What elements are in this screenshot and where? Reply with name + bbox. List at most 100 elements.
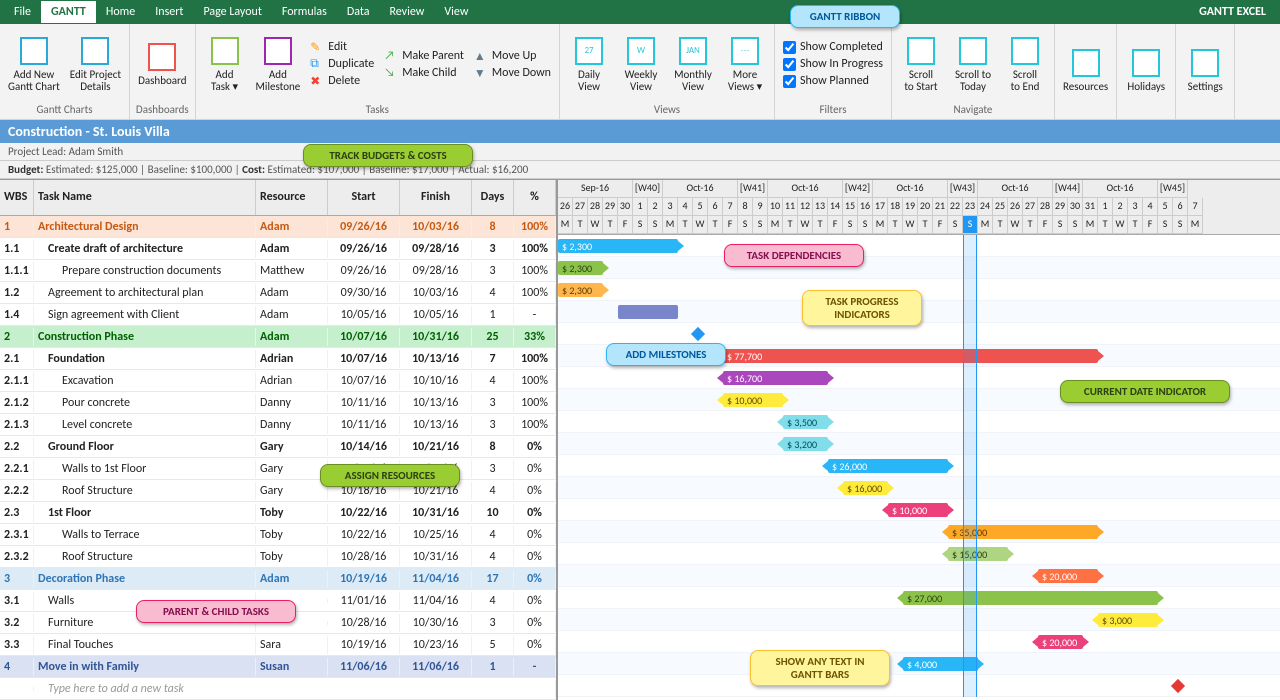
show-planned-checkbox[interactable]: Show Planned [779, 73, 887, 89]
add-milestone-button[interactable]: AddMilestone [252, 33, 305, 95]
more-views-button[interactable]: ⋯MoreViews ▾ [720, 33, 770, 95]
task-row[interactable]: 1.1.1Prepare construction documentsMatth… [0, 260, 556, 282]
col-start[interactable]: Start [328, 180, 400, 215]
callout: ADD MILESTONES [606, 343, 726, 366]
scroll-today-button[interactable]: Scroll toToday [948, 33, 998, 95]
gantt-bar[interactable]: $ 15,000 [948, 547, 1008, 561]
task-row[interactable]: 2.1FoundationAdrian10/07/1610/13/167100% [0, 348, 556, 370]
budget-est: Estimated: $125,000 [46, 163, 138, 176]
timeline-month: Oct-16 [768, 180, 843, 198]
gantt-bar[interactable]: $ 3,000 [1098, 613, 1158, 627]
gantt-row: $ 2,300 [558, 235, 1280, 257]
callout: TASK DEPENDENCIES [724, 244, 864, 267]
task-row[interactable]: 2.2.1Walls to 1st FloorGary10/15/1610/17… [0, 458, 556, 480]
task-row[interactable]: 2.1.3Level concreteDanny10/11/1610/13/16… [0, 414, 556, 436]
monthly-view-button[interactable]: JANMonthlyView [668, 33, 718, 95]
timeline-header: Sep-16[W40]Oct-16[W41]Oct-16[W42]Oct-16[… [558, 180, 1280, 235]
col-resource[interactable]: Resource [256, 180, 328, 215]
budget-base: Baseline: $100,000 [148, 163, 233, 176]
task-row[interactable]: 2.1.2Pour concreteDanny10/11/1610/13/163… [0, 392, 556, 414]
col-task[interactable]: Task Name [34, 180, 256, 215]
edit-project-button[interactable]: Edit ProjectDetails [66, 33, 125, 95]
task-row[interactable]: 3.3Final TouchesSara10/19/1610/23/1650% [0, 634, 556, 656]
task-row[interactable]: 2.3.2Roof StructureToby10/28/1610/31/164… [0, 546, 556, 568]
tab-page-layout[interactable]: Page Layout [193, 1, 271, 23]
tab-data[interactable]: Data [337, 1, 380, 23]
group-label [1059, 115, 1112, 117]
task-row[interactable]: 2.3.1Walls to TerraceToby10/22/1610/25/1… [0, 524, 556, 546]
col-days[interactable]: Days [472, 180, 514, 215]
add-gantt-button[interactable]: Add NewGantt Chart [4, 33, 64, 95]
settings-button[interactable]: Settings [1180, 45, 1230, 95]
task-row[interactable]: 2.2.2Roof StructureGary10/18/1610/21/164… [0, 480, 556, 502]
make-child-button[interactable]: ↘Make Child [380, 65, 468, 81]
edit-button[interactable]: ✎Edit [306, 39, 378, 55]
task-row[interactable]: 1.4Sign agreement with ClientAdam10/05/1… [0, 304, 556, 326]
task-row[interactable]: 3Decoration PhaseAdam10/19/1611/04/16170… [0, 568, 556, 590]
holidays-button[interactable]: Holidays [1121, 45, 1171, 95]
gantt-bar[interactable]: $ 10,000 [723, 393, 783, 407]
callout: ASSIGN RESOURCES [320, 464, 460, 487]
daily-view-button[interactable]: 27DailyView [564, 33, 614, 95]
timeline-month: [W44] [1053, 180, 1083, 198]
gantt-bar[interactable]: $ 2,300 [558, 283, 603, 297]
task-row[interactable]: 2.31st FloorToby10/22/1610/31/16100% [0, 502, 556, 524]
dashboard-button[interactable]: Dashboard [134, 39, 190, 89]
gantt-bar[interactable]: $ 77,700 [723, 349, 1098, 363]
group-label: Gantt Charts [4, 102, 125, 117]
lead-label: Project Lead: [8, 145, 66, 158]
weekly-view-button[interactable]: WWeeklyView [616, 33, 666, 95]
task-row[interactable]: 2.2Ground FloorGary10/14/1610/21/1680% [0, 436, 556, 458]
tab-gantt[interactable]: GANTT [41, 1, 96, 23]
task-row[interactable]: 1Architectural DesignAdam09/26/1610/03/1… [0, 216, 556, 238]
tab-review[interactable]: Review [379, 1, 434, 23]
milestone-icon[interactable] [691, 327, 705, 341]
scroll-start-button[interactable]: Scrollto Start [896, 33, 946, 95]
milestone-icon[interactable] [1171, 679, 1185, 693]
tab-home[interactable]: Home [96, 1, 145, 23]
task-row[interactable]: 2.1.1ExcavationAdrian10/07/1610/10/16410… [0, 370, 556, 392]
gantt-bar[interactable]: $ 2,300 [558, 239, 678, 253]
show-completed-checkbox[interactable]: Show Completed [779, 39, 887, 55]
callout: CURRENT DATE INDICATOR [1060, 380, 1230, 403]
delete-button[interactable]: ✖Delete [306, 73, 378, 89]
gantt-bar[interactable]: $ 10,000 [888, 503, 948, 517]
resources-button[interactable]: Resources [1059, 45, 1112, 95]
group-label: Views [564, 102, 770, 117]
gantt-bar[interactable]: $ 20,000 [1038, 635, 1083, 649]
col-finish[interactable]: Finish [400, 180, 472, 215]
move-up-button[interactable]: ▲Move Up [470, 48, 555, 64]
col-pct[interactable]: % [514, 180, 556, 215]
scroll-end-button[interactable]: Scrollto End [1000, 33, 1050, 95]
task-row[interactable]: 1.2Agreement to architectural planAdam09… [0, 282, 556, 304]
make-parent-button[interactable]: ↗Make Parent [380, 48, 468, 64]
gantt-bar[interactable] [618, 305, 678, 319]
gantt-bar[interactable]: $ 26,000 [828, 459, 948, 473]
timeline-month: Oct-16 [663, 180, 738, 198]
task-row[interactable]: 2Construction PhaseAdam10/07/1610/31/162… [0, 326, 556, 348]
gantt-bar[interactable]: $ 2,300 [558, 261, 603, 275]
gantt-row: $ 3,200 [558, 433, 1280, 455]
task-row[interactable]: 1.1Create draft of architectureAdam09/26… [0, 238, 556, 260]
gantt-bar[interactable]: $ 3,200 [783, 437, 828, 451]
show-progress-checkbox[interactable]: Show In Progress [779, 56, 887, 72]
tab-insert[interactable]: Insert [145, 1, 193, 23]
gantt-bar[interactable]: $ 3,500 [783, 415, 828, 429]
move-down-button[interactable]: ▼Move Down [470, 65, 555, 81]
gantt-bar[interactable]: $ 16,700 [723, 371, 828, 385]
task-row[interactable]: Type here to add a new task [0, 678, 556, 700]
tab-file[interactable]: File [4, 1, 41, 23]
tab-formulas[interactable]: Formulas [272, 1, 337, 23]
gantt-bar[interactable]: $ 27,000 [903, 591, 1158, 605]
tab-view[interactable]: View [434, 1, 478, 23]
group-label: Filters [779, 102, 887, 117]
add-task-button[interactable]: AddTask ▾ [200, 33, 250, 95]
col-wbs[interactable]: WBS [0, 180, 34, 215]
task-row[interactable]: 4Move in with FamilySusan11/06/1611/06/1… [0, 656, 556, 678]
gantt-row: $ 15,000 [558, 543, 1280, 565]
gantt-bar[interactable]: $ 16,000 [843, 481, 888, 495]
gantt-bar[interactable]: $ 20,000 [1038, 569, 1098, 583]
gantt-row: $ 10,000 [558, 499, 1280, 521]
callout: PARENT & CHILD TASKS [136, 600, 296, 623]
duplicate-button[interactable]: ⧉Duplicate [306, 56, 378, 72]
